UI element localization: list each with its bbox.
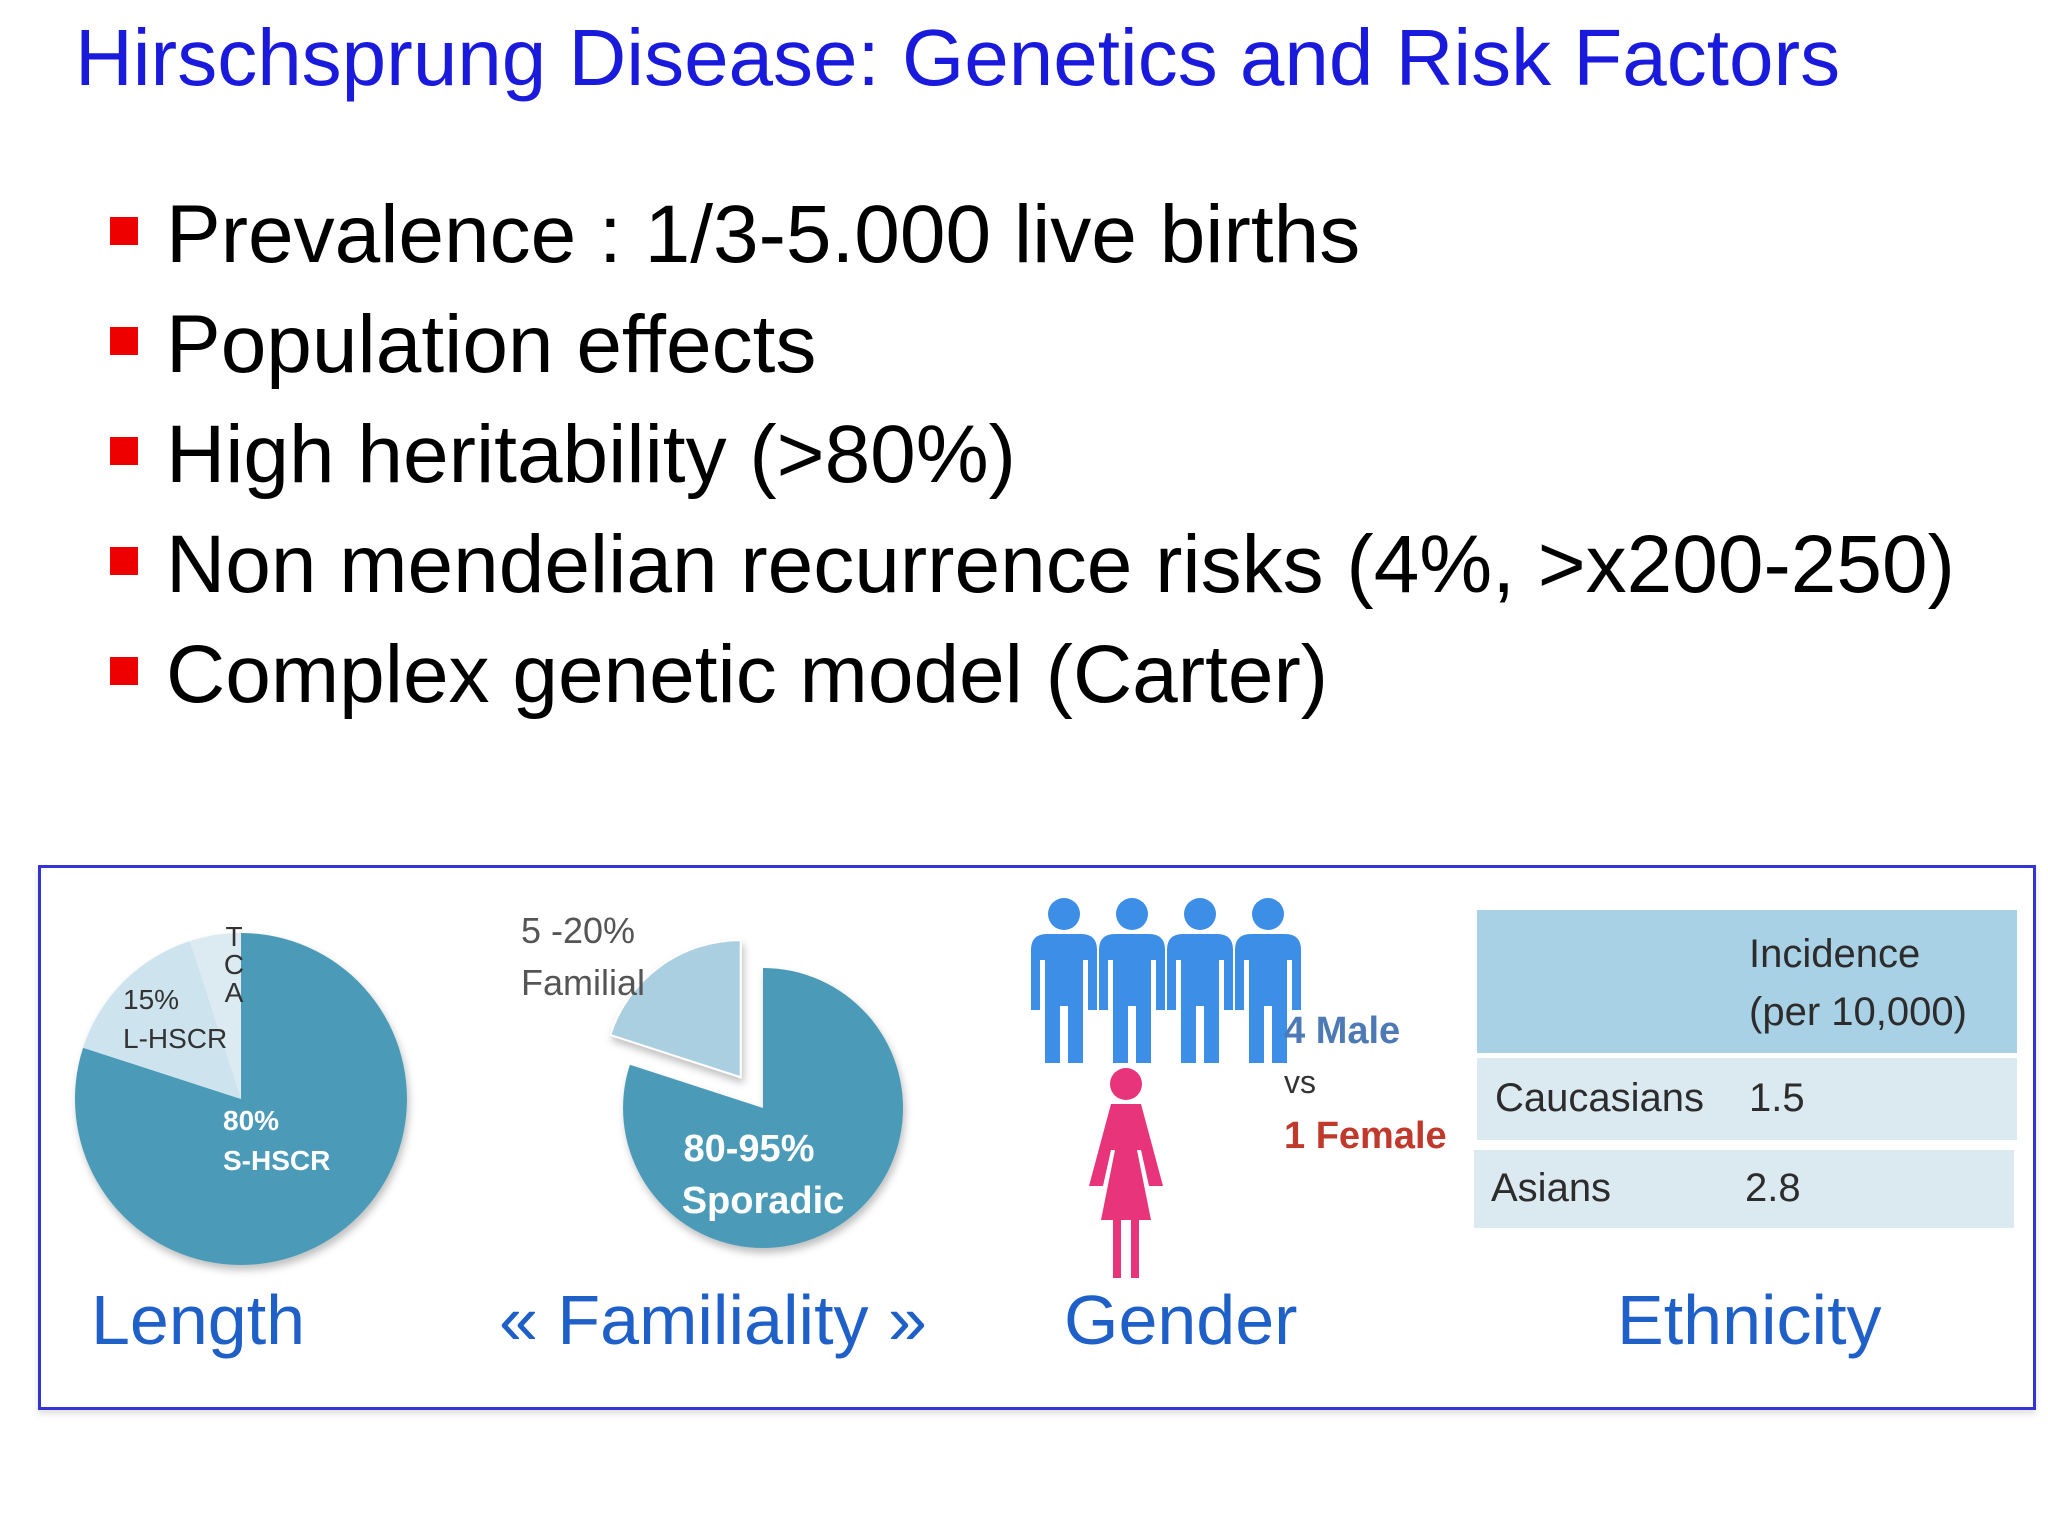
- incidence-header-line2: (per 10,000): [1749, 990, 1967, 1034]
- bullet-item: Non mendelian recurrence risks (4%, >x20…: [108, 510, 1955, 620]
- female-count-text: 1 Female: [1284, 1115, 1447, 1157]
- sporadic-percent: 80-95%: [684, 1128, 815, 1170]
- bullet-item: High heritability (>80%): [108, 400, 1955, 510]
- bullet-item: Prevalence : 1/3-5.000 live births: [108, 180, 1955, 290]
- sporadic-label: Sporadic: [682, 1180, 845, 1222]
- bullet-marker-icon: [110, 437, 138, 465]
- length-pie-chart: [74, 933, 407, 1265]
- slide-title: Hirschsprung Disease: Genetics and Risk …: [75, 13, 1841, 102]
- pie-slice-s-hscr: [74, 933, 407, 1265]
- tca-letter-c: C: [224, 949, 244, 980]
- pie-slice-familial: [608, 939, 742, 1079]
- bullet-marker-icon: [110, 217, 138, 245]
- familial-percent: 5 -20%: [521, 910, 635, 951]
- familial-label: Familial: [521, 962, 645, 1003]
- bullet-list: Prevalence : 1/3-5.000 live births Popul…: [108, 180, 1955, 730]
- l-hscr-label: L-HSCR: [123, 1023, 227, 1054]
- female-person-icon: [1089, 1068, 1163, 1278]
- male-person-icon: [1235, 898, 1301, 1063]
- vs-text: vs: [1284, 1064, 1316, 1100]
- familiality-pie-chart: [608, 939, 904, 1248]
- caption-familiality: « Familiality »: [499, 1281, 927, 1359]
- s-hscr-label: S-HSCR: [223, 1145, 330, 1176]
- bullet-text: Complex genetic model (Carter): [166, 629, 1329, 720]
- bullet-marker-icon: [110, 657, 138, 685]
- male-count-text: 4 Male: [1284, 1010, 1400, 1052]
- risk-factors-panel: T C A 15% L-HSCR 80% S-HSCR 5 -20% Famil…: [38, 865, 2036, 1410]
- table-row-caucasians: [1477, 1058, 2017, 1140]
- male-person-icon: [1099, 898, 1165, 1063]
- incidence-header-cell: [1477, 910, 2017, 1053]
- incidence-header-line1: Incidence: [1749, 932, 1921, 976]
- s-hscr-percent: 80%: [223, 1105, 279, 1136]
- table-cell-group: Asians: [1491, 1166, 1612, 1210]
- bullet-text: Prevalence : 1/3-5.000 live births: [166, 189, 1361, 280]
- table-cell-value: 1.5: [1749, 1076, 1805, 1120]
- pie-slice-sporadic: [623, 968, 904, 1248]
- caption-ethnicity: Ethnicity: [1617, 1281, 1882, 1359]
- bullet-text: High heritability (>80%): [166, 409, 1016, 500]
- pie-slice-tca: [189, 933, 241, 1099]
- table-cell-value: 2.8: [1745, 1166, 1801, 1210]
- male-person-icon: [1031, 898, 1097, 1063]
- pie-slice-l-hscr: [83, 941, 241, 1099]
- table-row-asians: [1474, 1150, 2014, 1228]
- caption-gender: Gender: [1064, 1281, 1298, 1359]
- tca-letter-a: A: [225, 977, 244, 1008]
- l-hscr-percent: 15%: [123, 984, 179, 1015]
- bullet-item: Population effects: [108, 290, 1955, 400]
- bullet-text: Population effects: [166, 299, 817, 390]
- bullet-text: Non mendelian recurrence risks (4%, >x20…: [166, 519, 1955, 610]
- bullet-marker-icon: [110, 327, 138, 355]
- male-figures: [1031, 898, 1301, 1063]
- male-person-icon: [1167, 898, 1233, 1063]
- bullet-item: Complex genetic model (Carter): [108, 620, 1955, 730]
- table-cell-group: Caucasians: [1495, 1076, 1705, 1120]
- tca-letter-t: T: [225, 921, 242, 952]
- caption-length: Length: [91, 1281, 306, 1359]
- bullet-marker-icon: [110, 547, 138, 575]
- risk-factors-graphic: T C A 15% L-HSCR 80% S-HSCR 5 -20% Famil…: [74, 898, 2017, 1278]
